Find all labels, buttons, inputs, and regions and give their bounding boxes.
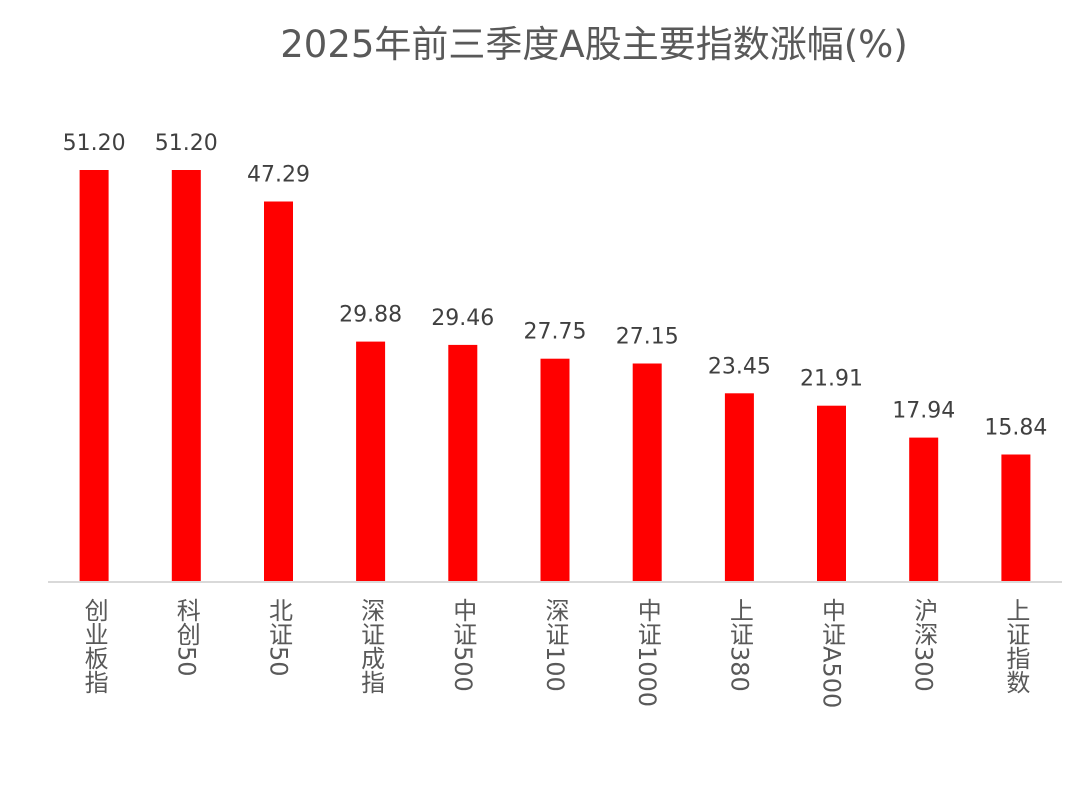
value-label-5: 27.75 — [524, 320, 587, 345]
category-label-6: 中证1000 — [633, 598, 661, 707]
bar-7 — [724, 393, 754, 582]
category-label-5: 深证100 — [541, 598, 569, 692]
bar-8 — [817, 405, 846, 582]
category-label-4: 中证500 — [449, 598, 477, 692]
value-label-1: 51.20 — [155, 131, 218, 156]
bar-6 — [632, 363, 662, 582]
bar-1 — [171, 170, 201, 582]
category-label-10: 上证指数 — [1002, 598, 1030, 694]
bar-10 — [1001, 454, 1031, 582]
bar-3 — [356, 341, 386, 582]
category-label-2: 北证50 — [265, 598, 293, 677]
category-label-8: 中证A500 — [818, 598, 846, 708]
value-label-0: 51.20 — [63, 131, 126, 156]
value-label-10: 15.84 — [984, 416, 1047, 441]
category-label-3: 深证成指 — [357, 598, 385, 694]
bar-0 — [79, 170, 109, 582]
bar-9 — [909, 437, 939, 582]
value-label-6: 27.15 — [616, 325, 679, 350]
value-label-2: 47.29 — [247, 163, 310, 188]
chart-title: 2025年前三季度A股主要指数涨幅(%) — [280, 23, 908, 66]
value-label-9: 17.94 — [892, 399, 955, 424]
value-label-8: 21.91 — [800, 367, 863, 392]
bar-4 — [448, 344, 478, 582]
category-label-7: 上证380 — [725, 598, 753, 692]
bar-5 — [540, 358, 570, 582]
value-label-3: 29.88 — [339, 303, 402, 328]
category-label-9: 沪深300 — [910, 598, 938, 692]
value-label-7: 23.45 — [708, 354, 771, 379]
bars-group — [79, 170, 1031, 582]
value-label-4: 29.46 — [431, 306, 494, 331]
bar-2 — [264, 201, 293, 582]
category-label-0: 创业板指 — [80, 598, 108, 694]
category-labels-group: 创业板指 科创50 北证50 深证成指 中证500 深证100 中证1000 上证380 中证A… — [80, 598, 1030, 708]
category-label-1: 科创50 — [172, 598, 200, 677]
value-labels-group: 51.20 51.20 47.29 29.88 29.46 27.75 27.15 23.45… — [63, 131, 1048, 441]
